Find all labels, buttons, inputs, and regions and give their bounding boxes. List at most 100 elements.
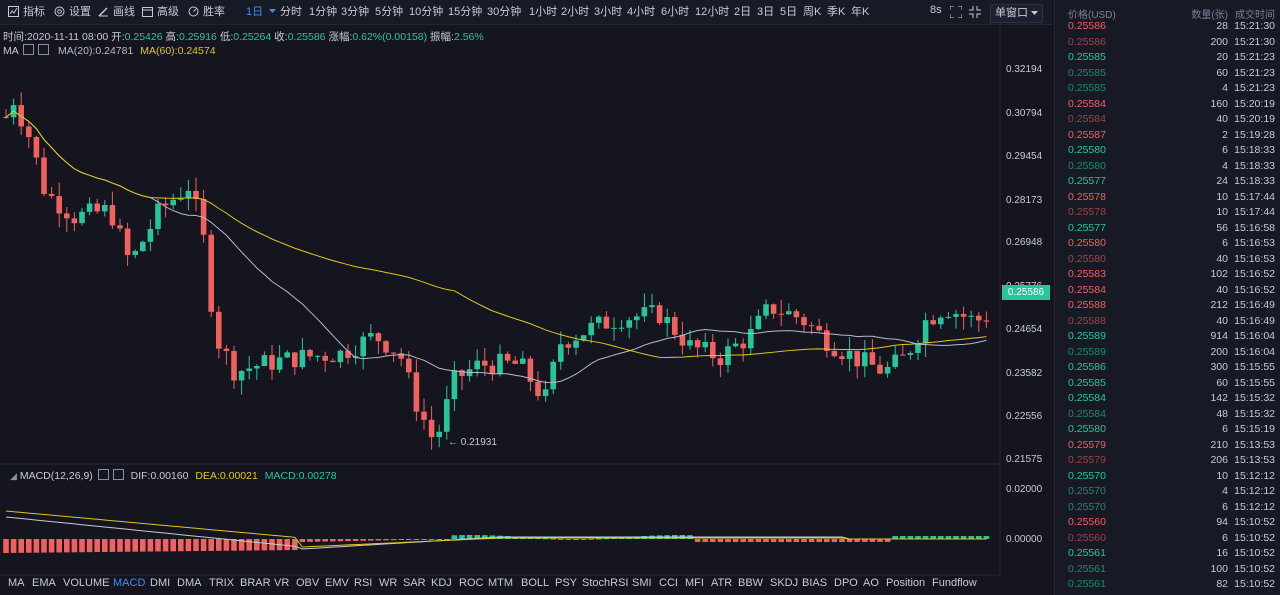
timeframe-17[interactable]: 季K <box>827 6 846 18</box>
indicator-sar[interactable]: SAR <box>403 577 426 589</box>
indicator-brar[interactable]: BRAR <box>240 577 271 589</box>
indicator-emv[interactable]: EMV <box>325 577 349 589</box>
indicator-wr[interactable]: WR <box>379 577 398 589</box>
macd-bar <box>216 539 222 551</box>
gauge-icon <box>188 6 199 17</box>
trade-qty: 102 <box>1210 268 1228 280</box>
indicator-macd[interactable]: MACD <box>113 577 146 589</box>
timeframe-1d[interactable]: 1日 <box>246 5 277 19</box>
fullscreen-button[interactable] <box>949 5 963 22</box>
trade-row: 0.25586 200 15:21:30 <box>1055 35 1280 51</box>
timeframe-4[interactable]: 10分钟 <box>409 6 444 18</box>
timeframe-14[interactable]: 3日 <box>757 6 775 18</box>
candle-body <box>368 333 374 337</box>
indicator-dpo[interactable]: DPO <box>834 577 858 589</box>
trade-price: 0.25560 <box>1068 516 1106 528</box>
trade-price: 0.25584 <box>1068 283 1106 296</box>
indicator-rsi[interactable]: RSI <box>354 577 373 589</box>
candle-body <box>542 389 549 397</box>
trade-row: 0.25584 40 15:20:19 <box>1055 112 1280 128</box>
indicator-vr[interactable]: VR <box>274 577 290 589</box>
indicator-atr[interactable]: ATR <box>711 577 733 589</box>
indicator-bias[interactable]: BIAS <box>802 577 828 589</box>
trade-time: 15:21:30 <box>1234 35 1275 48</box>
trade-time: 15:21:23 <box>1234 82 1275 94</box>
timeframe-7[interactable]: 1小时 <box>529 6 558 18</box>
timeframe-10[interactable]: 4小时 <box>627 6 656 18</box>
macd-bar <box>862 539 868 542</box>
indicator-trix[interactable]: TRIX <box>209 577 235 589</box>
timeframe-16[interactable]: 周K <box>803 6 822 18</box>
candle-body <box>413 372 420 412</box>
trade-time: 15:16:04 <box>1234 345 1275 358</box>
ma-settings-icon[interactable] <box>23 44 35 55</box>
indicator-smi[interactable]: SMI <box>632 577 652 589</box>
candle-body <box>527 358 534 382</box>
candle-body <box>938 317 944 325</box>
indicator-volume[interactable]: VOLUME <box>63 577 110 589</box>
indicator-position[interactable]: Position <box>886 577 926 589</box>
macd-bar <box>816 539 822 542</box>
screenshot-button[interactable] <box>969 6 981 22</box>
candle-body <box>611 327 617 329</box>
timeframe-12[interactable]: 12小时 <box>695 6 730 18</box>
indicator-bbw[interactable]: BBW <box>738 577 764 589</box>
timeframe-9[interactable]: 3小时 <box>594 6 623 18</box>
trade-row: 0.25570 10 15:12:12 <box>1055 469 1280 485</box>
candle-body <box>64 213 70 219</box>
kline-chart[interactable]: 0.321940.307940.294540.281730.269480.257… <box>0 24 1052 576</box>
macd-bar <box>102 539 108 552</box>
indicator-stochrsi[interactable]: StochRSI <box>582 577 629 589</box>
indicator-ma[interactable]: MA <box>8 577 25 589</box>
timeframe-5[interactable]: 15分钟 <box>448 6 483 18</box>
trade-row: 0.25585 60 15:15:55 <box>1055 376 1280 392</box>
indicator-cci[interactable]: CCI <box>659 577 678 589</box>
indicator-ema[interactable]: EMA <box>32 577 56 589</box>
price-tick: 0.24654 <box>1006 324 1043 335</box>
indicator-mfi[interactable]: MFI <box>685 577 704 589</box>
candle-body <box>580 335 587 341</box>
indicator-boll[interactable]: BOLL <box>521 577 550 589</box>
timeframe-13[interactable]: 2日 <box>734 6 752 18</box>
macd-close-icon[interactable] <box>112 469 124 480</box>
indicator-kdj[interactable]: KDJ <box>431 577 452 589</box>
timeframe-6[interactable]: 30分钟 <box>487 6 522 18</box>
timeframe-0[interactable]: 分时 <box>280 6 302 18</box>
trade-row: 0.25584 48 15:15:32 <box>1055 407 1280 423</box>
ma-close-icon[interactable] <box>38 44 50 55</box>
candle-body <box>132 251 138 256</box>
macd-bar <box>976 536 982 539</box>
candle-body <box>945 316 952 318</box>
macd-bar <box>770 539 777 542</box>
refresh-interval[interactable]: 8s <box>930 4 942 16</box>
collapse-icon[interactable]: ◢ <box>10 471 17 481</box>
indicator-obv[interactable]: OBV <box>296 577 320 589</box>
trade-time: 15:10:52 <box>1234 562 1275 575</box>
macd-settings-icon[interactable] <box>97 469 109 480</box>
candle-body <box>155 203 161 229</box>
timeframe-15[interactable]: 5日 <box>780 6 798 18</box>
timeframe-1[interactable]: 1分钟 <box>309 6 338 18</box>
trade-price: 0.25588 <box>1068 314 1106 327</box>
window-mode-select[interactable]: 单窗口 <box>990 4 1043 23</box>
price-tick: 0.26948 <box>1006 237 1043 248</box>
timeframe-8[interactable]: 2小时 <box>561 6 590 18</box>
candle-body <box>330 360 336 363</box>
indicator-dmi[interactable]: DMI <box>150 577 171 589</box>
timeframe-11[interactable]: 6小时 <box>661 6 690 18</box>
timeframe-3[interactable]: 5分钟 <box>375 6 404 18</box>
indicator-psy[interactable]: PSY <box>555 577 578 589</box>
timeframe-2[interactable]: 3分钟 <box>341 6 370 18</box>
macd-bar <box>193 539 199 552</box>
trade-qty: 200 <box>1210 35 1228 48</box>
indicator-dma[interactable]: DMA <box>177 577 202 589</box>
indicator-mtm[interactable]: MTM <box>488 577 514 589</box>
indicator-roc[interactable]: ROC <box>459 577 484 589</box>
trade-qty: 10 <box>1216 206 1228 218</box>
candle-body <box>216 311 222 349</box>
indicator-fundflow[interactable]: Fundflow <box>932 577 977 589</box>
indicator-skdj[interactable]: SKDJ <box>770 577 799 589</box>
candle-body <box>436 431 442 438</box>
timeframe-18[interactable]: 年K <box>851 6 870 18</box>
indicator-ao[interactable]: AO <box>863 577 879 589</box>
